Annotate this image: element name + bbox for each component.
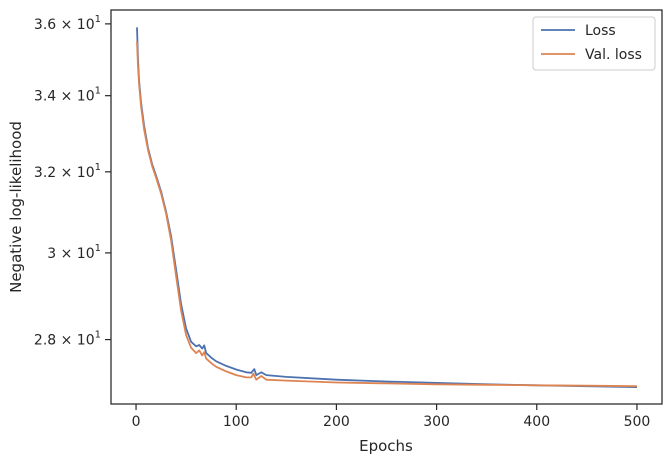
y-tick-label: 3 × 101 [47, 243, 101, 262]
plot-frame [110, 9, 663, 405]
x-tick-label: 300 [423, 414, 450, 430]
legend-label-loss: Loss [585, 23, 616, 39]
x-tick-label: 100 [223, 414, 250, 430]
legend: Loss Val. loss [532, 16, 656, 71]
y-tick-label: 3.6 × 101 [34, 14, 101, 33]
y-tick-label: 3.2 × 101 [34, 162, 101, 181]
y-tick-label: 2.8 × 101 [34, 330, 101, 349]
x-tick-label: 200 [323, 414, 350, 430]
x-tick-label: 400 [523, 414, 550, 430]
y-tick-label: 3.4 × 101 [34, 86, 101, 105]
x-tick-label: 500 [624, 414, 651, 430]
x-tick-label: 0 [132, 414, 141, 430]
x-axis: 0 100 200 300 400 500 [132, 404, 651, 430]
y-axis: 2.8 × 101 3 × 101 3.2 × 101 3.4 × 101 3.6 × … [34, 14, 111, 349]
legend-label-val-loss: Val. loss [585, 47, 642, 63]
series-line-1 [136, 41, 638, 388]
y-axis-title: Negative log-likelihood [7, 121, 25, 293]
series-layer [136, 27, 638, 388]
series-line-0 [136, 27, 638, 388]
x-axis-title: Epochs [359, 437, 413, 455]
